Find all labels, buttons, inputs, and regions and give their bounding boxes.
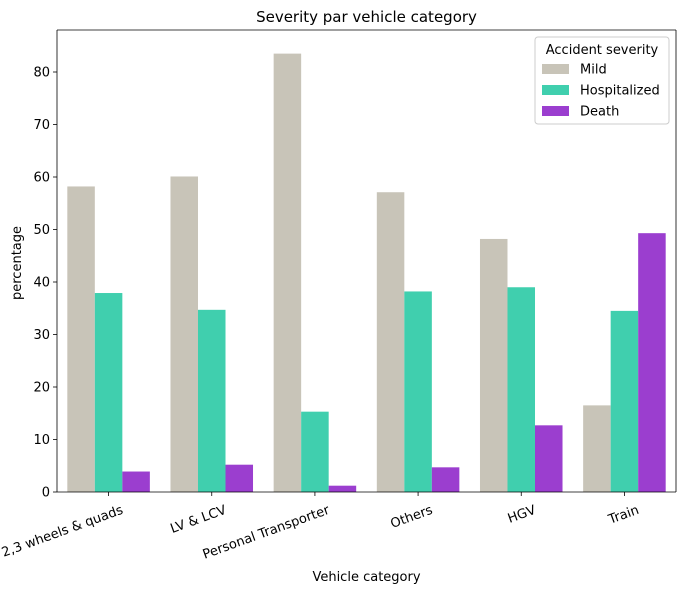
bar (67, 186, 95, 492)
y-tick-label: 80 (33, 66, 50, 81)
bar (583, 405, 611, 492)
legend-box (534, 36, 670, 125)
legend-label: Mild (580, 63, 607, 78)
bar (122, 471, 150, 492)
bar (273, 53, 302, 492)
x-tick-label: HGV (506, 503, 538, 527)
x-tick-label: LV & LCV (169, 503, 229, 537)
y-tick-label: 70 (33, 118, 50, 133)
x-tick-label: Others (389, 503, 435, 532)
x-tick-label: Train (606, 503, 641, 528)
bar (535, 425, 563, 492)
bar (225, 464, 254, 492)
x-axis-label: Vehicle category (312, 570, 420, 585)
bar (94, 293, 123, 492)
bar (376, 192, 405, 492)
legend-swatch (542, 85, 569, 95)
legend: Accident severity Mild Hospitalized Death (534, 36, 670, 125)
bar (610, 310, 639, 492)
y-tick-label: 10 (33, 433, 50, 448)
y-tick-label: 30 (33, 328, 50, 343)
bar (479, 238, 508, 492)
legend-swatch (542, 64, 569, 74)
y-tick-label: 60 (33, 171, 50, 186)
legend-swatch (542, 106, 569, 116)
y-tick-label: 50 (33, 223, 50, 238)
y-axis-label: percentage (10, 226, 25, 300)
y-tick-label: 0 (42, 486, 50, 501)
bar (328, 485, 357, 492)
bar (507, 287, 536, 492)
bar (431, 467, 460, 492)
y-tick-label: 20 (33, 381, 50, 396)
x-tick-label: 2,3 wheels & quads (0, 503, 125, 561)
bar (170, 176, 198, 492)
legend-label: Death (580, 105, 619, 120)
bar (404, 291, 432, 492)
bar (638, 233, 666, 493)
legend-title: Accident severity (546, 43, 659, 58)
bar (197, 309, 226, 492)
bar (301, 411, 329, 492)
legend-label: Hospitalized (580, 84, 660, 99)
chart-title: Severity par vehicle category (256, 8, 477, 26)
y-tick-label: 40 (33, 276, 50, 291)
